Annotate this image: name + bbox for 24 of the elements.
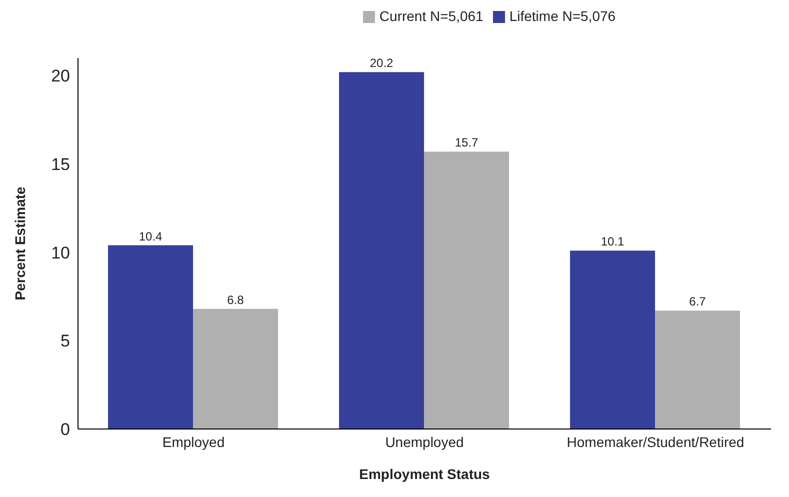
y-tick-label: 10 <box>51 243 70 262</box>
data-label: 10.4 <box>138 229 163 244</box>
legend-label: Lifetime N=5,076 <box>509 8 616 24</box>
data-label: 15.7 <box>454 136 479 150</box>
x-tick-label: Employed <box>162 434 225 450</box>
data-label: 6.7 <box>689 294 706 309</box>
y-tick-label: 0 <box>60 420 70 440</box>
y-tick-label: 20 <box>51 66 70 86</box>
y-tick-label: 5 <box>60 332 70 351</box>
bar <box>193 308 278 429</box>
bar <box>424 152 510 429</box>
x-axis-title: Employment Status <box>359 466 490 482</box>
y-axis-title: Percent Estimate <box>12 186 28 300</box>
data-label: 6.8 <box>227 292 244 307</box>
x-tick-label: Unemployed <box>385 434 464 450</box>
data-label: 10.1 <box>600 234 625 249</box>
bar <box>108 245 194 429</box>
legend-label: Current N=5,061 <box>379 8 484 24</box>
bar <box>570 250 656 429</box>
x-tick-label: Homemaker/Student/Retired <box>566 434 744 450</box>
data-label: 20.2 <box>370 56 394 70</box>
y-tick-label: 15 <box>51 155 70 174</box>
bar <box>655 310 740 429</box>
bar <box>339 72 424 429</box>
